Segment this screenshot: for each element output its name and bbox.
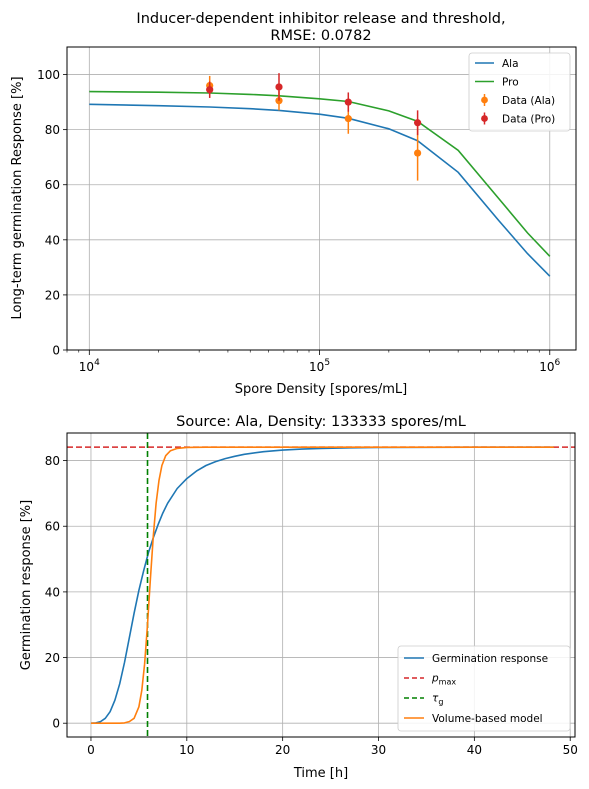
- chart2-ticks: 0 20 40 60 80 0 10 20 30 40 50: [45, 454, 578, 757]
- c2-xtick-label: 20: [275, 743, 290, 757]
- chart1-grid: [67, 47, 576, 351]
- c2-ytick-label: 20: [45, 651, 60, 665]
- c2-ytick-label: 40: [45, 585, 60, 599]
- c2-xtick-label: 10: [179, 743, 194, 757]
- c1-ytick-label: 20: [45, 288, 60, 302]
- c1-legend-label: Data (Ala): [502, 95, 555, 107]
- c2-xtick-label: 30: [371, 743, 386, 757]
- c2-xtick-label: 40: [467, 743, 482, 757]
- c1-ytick-label: 80: [45, 123, 60, 137]
- c1-ytick-label: 60: [45, 178, 60, 192]
- c2-ytick-label: 80: [45, 454, 60, 468]
- c2-series-germination-response: [90, 446, 554, 724]
- chart2-title: Source: Ala, Density: 133333 spores/mL: [176, 414, 466, 430]
- c2-xtick-label: 50: [563, 743, 578, 757]
- c1-xtick-label-exp: 5: [324, 358, 330, 368]
- chart1-subtitle: RMSE: 0.0782: [270, 28, 371, 44]
- chart1-plot-area: [89, 73, 551, 277]
- c1-legend-box: [468, 52, 571, 132]
- c1-data-point: [275, 83, 283, 91]
- c2-legend-label-main: τ: [432, 693, 439, 705]
- density-response-chart: Inducer-dependent inhibitor release and …: [10, 11, 577, 397]
- chart2-axes-frame: [66, 432, 576, 738]
- c2-legend-label: τg: [432, 693, 443, 707]
- c1-data-point: [344, 115, 352, 123]
- c1-legend-label: Pro: [502, 76, 519, 88]
- c1-xtick-label: 106: [539, 358, 560, 374]
- c1-legend-label: Ala: [502, 58, 519, 70]
- c1-data-point: [344, 98, 352, 106]
- c1-xtick-label-base: 10: [79, 360, 94, 374]
- c1-xtick-label: 105: [309, 358, 330, 374]
- c2-legend-label-sub: g: [438, 698, 443, 707]
- time-course-chart: Source: Ala, Density: 133333 spores/mL 0…: [19, 414, 578, 781]
- c1-ytick-label: 0: [52, 344, 60, 358]
- c1-xtick-label: 104: [79, 358, 100, 374]
- c1-data-point: [414, 119, 422, 127]
- chart1-ylabel: Long-term germination Response [%]: [10, 76, 25, 319]
- chart2-xlabel: Time [h]: [293, 766, 348, 781]
- c2-series-volume-based-model: [91, 446, 554, 725]
- chart1-axes-frame: [66, 46, 577, 351]
- c2-legend-label: pmax: [431, 673, 456, 687]
- c1-data-point: [414, 149, 422, 157]
- c1-data-point: [206, 86, 214, 94]
- c1-xtick-label-exp: 6: [555, 358, 561, 368]
- c2-ytick-label: 60: [45, 520, 60, 534]
- c1-legend-swatch-marker: [481, 115, 488, 122]
- chart1-xlabel: Spore Density [spores/mL]: [235, 382, 407, 397]
- chart2-plot-area: [67, 433, 575, 737]
- c2-legend-label: Germination response: [432, 653, 548, 665]
- c2-legend-label-sub: max: [439, 678, 457, 687]
- c2-legend-label: Volume-based model: [432, 713, 543, 725]
- chart1-title: Inducer-dependent inhibitor release and …: [136, 11, 505, 27]
- c1-ytick-label: 40: [45, 233, 60, 247]
- c2-xtick-label: 0: [87, 743, 95, 757]
- c1-xtick-label-base: 10: [539, 360, 554, 374]
- c1-legend-label: Data (Pro): [502, 113, 555, 125]
- c1-xtick-label-base: 10: [309, 360, 324, 374]
- c2-ytick-label: 0: [52, 717, 60, 731]
- c2-legend-box: [397, 645, 571, 732]
- c2-legend-label-main: p: [431, 673, 439, 685]
- c1-ytick-label: 100: [37, 68, 60, 82]
- chart2-ylabel: Germination response [%]: [19, 500, 34, 670]
- c1-legend-swatch-marker: [481, 96, 488, 104]
- c1-xtick-label-exp: 4: [94, 358, 100, 368]
- chart1-legend: Ala Pro Data (Ala) Data (Pro): [468, 52, 571, 132]
